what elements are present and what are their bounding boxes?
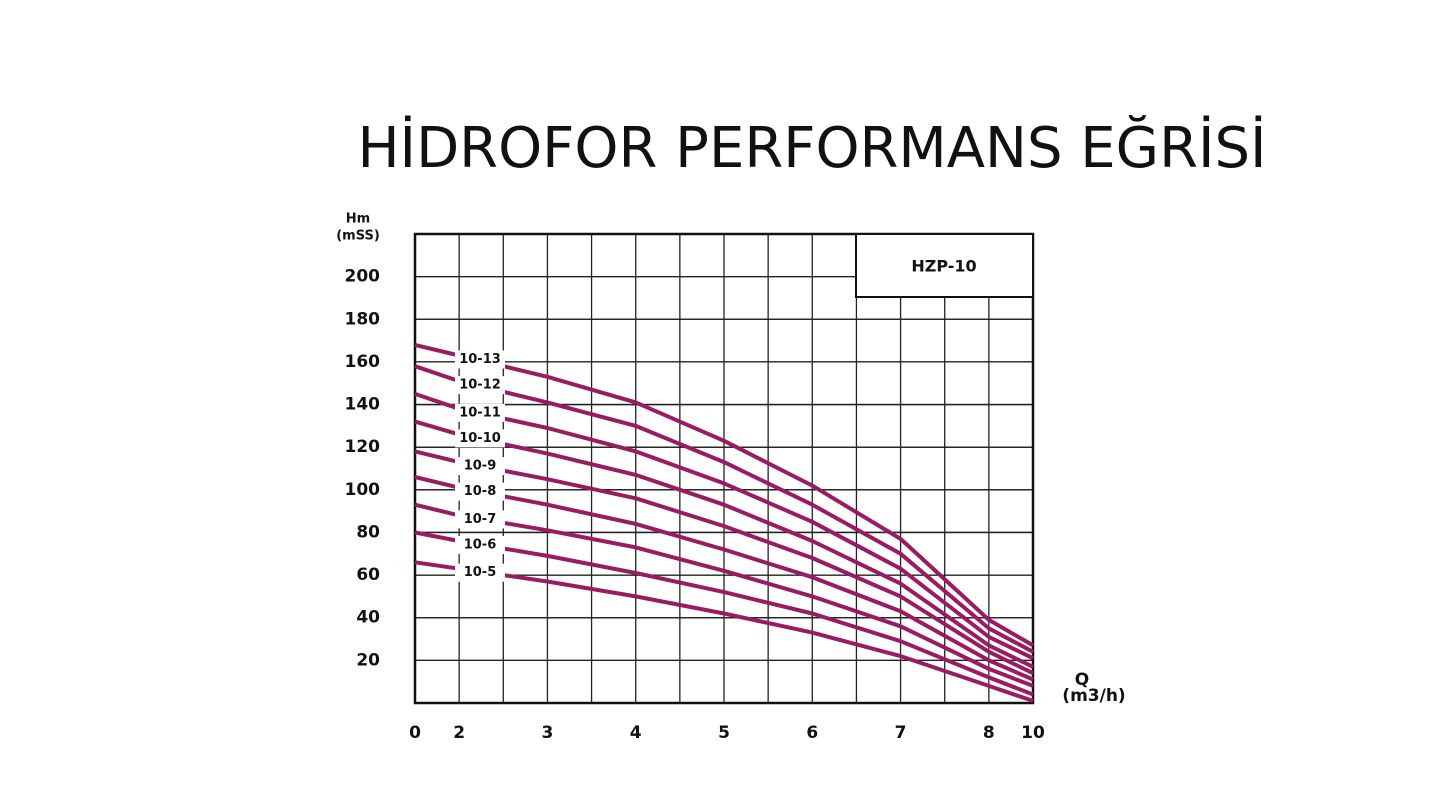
y-axis-label: Hm xyxy=(346,212,370,227)
x-tick-label: 5 xyxy=(718,723,730,743)
x-tick-label: 10 xyxy=(1021,723,1045,743)
y-tick-label: 20 xyxy=(356,650,380,670)
x-tick-label: 3 xyxy=(542,723,554,743)
curve-label: 10-7 xyxy=(464,512,497,527)
y-tick-label: 200 xyxy=(345,267,381,287)
x-tick-label: 6 xyxy=(806,723,818,743)
x-tick-label: 4 xyxy=(630,723,642,743)
curve-label-bg xyxy=(455,563,505,582)
x-tick-label: 8 xyxy=(983,723,995,743)
x-tick-label: 2 xyxy=(453,723,465,743)
curve-label: 10-8 xyxy=(464,484,497,499)
y-tick-label: 60 xyxy=(356,565,380,585)
chart-title: HİDROFOR PERFORMANS EĞRİSİ xyxy=(357,116,1266,181)
x-axis-label: (m3/h) xyxy=(1062,686,1125,706)
x-axis-label: Q xyxy=(1075,670,1089,690)
curve-label: 10-10 xyxy=(459,431,501,446)
curve-label-bg xyxy=(455,482,505,501)
legend-title: HZP-10 xyxy=(911,257,976,276)
curve-label-bg xyxy=(455,510,505,529)
y-tick-label: 80 xyxy=(356,522,380,542)
curve-label-bg xyxy=(455,376,505,395)
x-tick-label: 7 xyxy=(895,723,907,743)
y-tick-label: 120 xyxy=(345,437,381,457)
x-tick-label: 0 xyxy=(409,723,421,743)
curve-label: 10-11 xyxy=(459,405,501,420)
curve-label: 10-12 xyxy=(459,378,501,393)
curve-label-bg xyxy=(455,535,505,554)
y-tick-label: 160 xyxy=(345,352,381,372)
curve-label-bg xyxy=(455,350,505,369)
curve-label: 10-5 xyxy=(464,565,497,580)
curve-label: 10-13 xyxy=(459,352,501,367)
curve-label-bg xyxy=(455,457,505,476)
legend-box xyxy=(855,233,1034,298)
curve-label: 10-9 xyxy=(464,459,497,474)
curve-label-bg xyxy=(455,429,505,448)
plot-frame xyxy=(413,232,1035,705)
y-axis-label: (mSS) xyxy=(336,229,380,244)
curve-label: 10-6 xyxy=(464,537,497,552)
y-tick-label: 180 xyxy=(345,309,381,329)
y-tick-label: 100 xyxy=(345,480,381,500)
curve-label-bg xyxy=(455,403,505,422)
y-tick-label: 40 xyxy=(356,608,380,628)
y-tick-label: 140 xyxy=(345,395,381,415)
